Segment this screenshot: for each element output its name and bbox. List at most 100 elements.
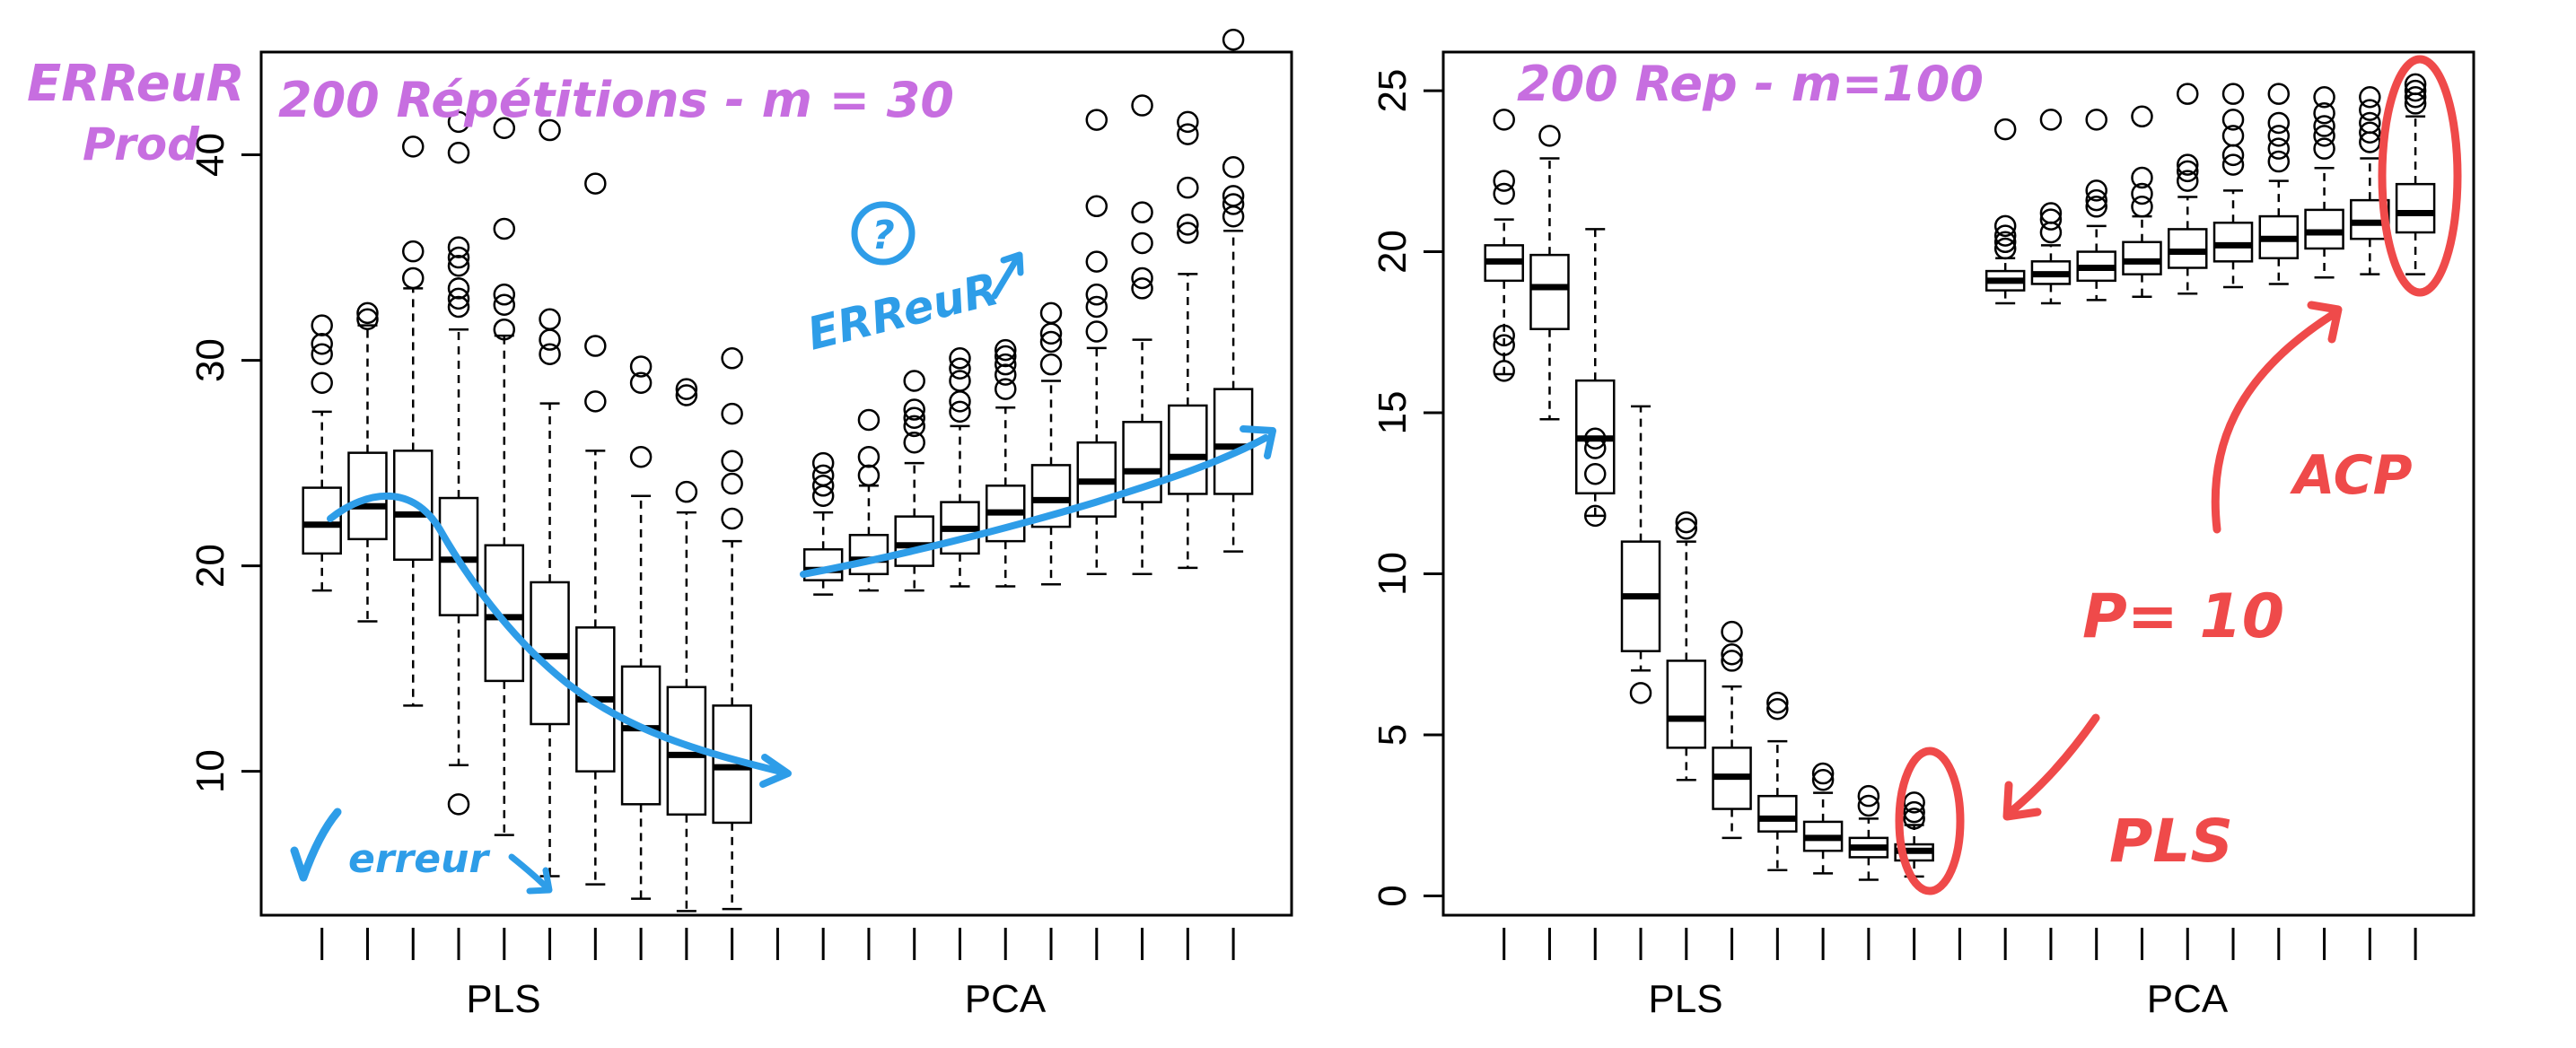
box-pls-8: [620, 355, 662, 900]
outlier-point: [857, 445, 881, 468]
outlier-point: [1222, 29, 1245, 51]
iqr-box: [1213, 388, 1254, 495]
box-pls-2: [1529, 125, 1570, 421]
outlier-point: [447, 246, 470, 269]
outlier-point: [721, 347, 743, 370]
box-pca-7: [2258, 83, 2300, 285]
y-tick-label: 10: [188, 749, 232, 793]
outlier-point: [356, 301, 379, 325]
arrow-down-icon: [508, 853, 553, 895]
outlier-point: [539, 328, 561, 351]
outlier-point: [2221, 153, 2245, 176]
iqr-box: [484, 544, 525, 683]
outlier-point: [1675, 518, 1698, 540]
box-pca-5: [986, 338, 1026, 588]
outlier-point: [2131, 182, 2153, 205]
box-pca-3: [2076, 109, 2116, 301]
outlier-point: [1177, 214, 1199, 236]
outlier-point: [2313, 86, 2335, 109]
outlier-point: [629, 445, 653, 468]
left-erreur-up-annotation: ERReuR: [802, 263, 1003, 361]
outlier-point: [629, 355, 653, 378]
outlier-point: [721, 472, 743, 495]
y-tick-label: 20: [1371, 230, 1415, 274]
outlier-point: [1811, 762, 1835, 785]
outlier-point: [1903, 800, 1925, 824]
outlier-point: [1039, 301, 1063, 325]
outlier-point: [1493, 324, 1515, 347]
iqr-box: [2212, 221, 2254, 263]
right-group-label-pca: PCA: [2147, 977, 2229, 1021]
box-pca-6: [1030, 301, 1072, 586]
pls-highlight-ellipse: [1895, 747, 1965, 895]
outlier-point: [721, 450, 743, 473]
outlier-point: [675, 378, 698, 400]
box-pca-4: [2122, 105, 2162, 299]
pca-trend-curve: [800, 434, 1269, 578]
outlier-point: [1085, 295, 1108, 319]
outlier-point: [1039, 353, 1063, 376]
outlier-point: [1857, 794, 1880, 817]
right-group-label-pls: PLS: [1648, 977, 1722, 1021]
outlier-point: [903, 415, 925, 438]
outlier-point: [994, 338, 1017, 362]
y-tick-label: 15: [1371, 391, 1415, 435]
box-pca-7: [1076, 109, 1117, 576]
acp-arrowhead-icon: [2307, 301, 2343, 344]
outlier-point: [2404, 79, 2427, 102]
outlier-point: [539, 308, 561, 331]
outlier-point: [2221, 83, 2245, 105]
pls-trend-arrowhead-icon: [759, 754, 792, 788]
y-tick-label: 5: [1371, 724, 1415, 746]
outlier-point: [903, 406, 925, 429]
outlier-point: [493, 293, 516, 316]
left-group-label-pls: PLS: [466, 977, 540, 1021]
outlier-point: [994, 345, 1017, 368]
outlier-point: [2085, 109, 2107, 131]
box-pls-3: [392, 135, 434, 707]
box-pls-5: [484, 117, 525, 836]
box-pls-9: [666, 378, 707, 913]
pls-trend-curve: [327, 492, 784, 775]
outlier-point: [493, 284, 516, 306]
left-ylabel-annotation-line2: Prod: [83, 118, 200, 170]
outlier-point: [356, 308, 379, 331]
outlier-point: [1131, 231, 1153, 255]
box-pls-7: [1757, 691, 1798, 871]
pca-highlight-ellipse: [2378, 55, 2462, 297]
right-pls-annotation: PLS: [2109, 807, 2233, 876]
box-pca-9: [1168, 110, 1208, 570]
outlier-point: [1039, 330, 1063, 354]
outlier-point: [493, 217, 516, 240]
outlier-point: [994, 353, 1017, 376]
pls-arrow-curve: [2006, 713, 2100, 817]
outlier-point: [1857, 784, 1880, 808]
outlier-point: [2039, 109, 2063, 131]
outlier-point: [2359, 121, 2381, 144]
outlier-point: [447, 254, 470, 277]
outlier-point: [2267, 137, 2291, 160]
outlier-point: [447, 287, 470, 310]
iqr-box: [1529, 253, 1570, 330]
box-pls-1: [302, 314, 342, 592]
outlier-point: [994, 363, 1017, 386]
box-pls-6: [1712, 620, 1752, 840]
outlier-point: [447, 295, 470, 319]
outlier-point: [539, 118, 561, 142]
left-erreur-down-annotation: erreur: [348, 836, 490, 882]
acp-arrow-curve: [2211, 310, 2338, 534]
box-pls-3: [1574, 228, 1616, 528]
left-question-annotation: ?: [872, 213, 895, 258]
question-circle-icon: [851, 201, 916, 266]
outlier-point: [539, 343, 561, 365]
outlier-point: [629, 371, 653, 395]
outlier-point: [1766, 698, 1789, 720]
right-plot-marks: [1484, 73, 2436, 881]
outlier-point: [2039, 202, 2063, 224]
left-title-annotation: 200 Répétitions - m = 30: [278, 72, 954, 128]
outlier-point: [584, 335, 607, 357]
right-x-axis: [1503, 928, 2417, 960]
outlier-point: [949, 357, 971, 380]
box-pca-6: [2212, 83, 2254, 289]
box-pls-2: [347, 301, 388, 623]
